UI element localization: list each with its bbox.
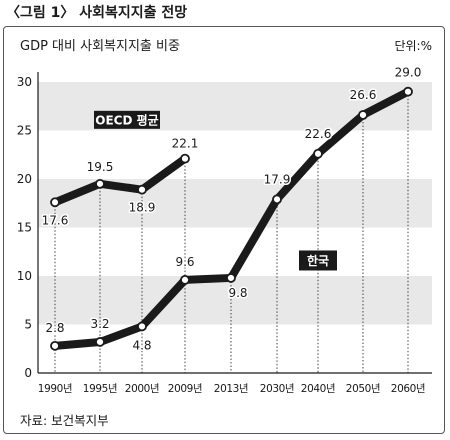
data-label: 29.0	[395, 66, 422, 80]
grid-band	[38, 276, 432, 325]
data-label: 4.8	[132, 338, 151, 352]
data-point	[50, 340, 60, 351]
x-tick-label: 2030년	[260, 383, 294, 395]
data-point	[95, 337, 105, 347]
series-label: 한국	[307, 253, 329, 268]
y-tick-label: 25	[17, 124, 32, 138]
data-label: 22.1	[172, 137, 199, 151]
data-point	[50, 197, 60, 208]
y-tick-label: 20	[17, 172, 32, 186]
x-tick-label: 1995년	[83, 383, 117, 395]
y-tick-label: 10	[17, 269, 32, 283]
data-label: 22.6	[305, 127, 332, 141]
data-label: 17.9	[264, 172, 291, 186]
data-label: 3.2	[90, 317, 109, 331]
x-tick-label: 2050년	[346, 383, 380, 395]
data-point	[313, 148, 323, 159]
data-point	[180, 274, 190, 285]
data-point	[272, 194, 282, 205]
source-note: 자료: 보건복지부	[20, 413, 109, 428]
data-point	[403, 86, 413, 97]
x-tick-label: 2009년	[168, 383, 202, 395]
data-point	[358, 110, 368, 120]
data-point	[226, 273, 236, 283]
data-label: 19.5	[87, 160, 114, 174]
data-point	[137, 321, 147, 332]
data-label: 9.8	[228, 286, 247, 300]
data-point	[180, 153, 190, 164]
data-label: 18.9	[129, 201, 156, 215]
data-point	[95, 178, 105, 189]
chart-title: GDP 대비 사회복지지출 비중	[20, 39, 180, 54]
data-label: 9.6	[175, 255, 194, 269]
y-tick-label: 5	[24, 318, 32, 332]
unit-label: 단위:%	[394, 39, 432, 53]
data-label: 17.6	[42, 213, 69, 227]
series-line	[51, 154, 189, 207]
x-tick-label: 2040년	[301, 383, 335, 395]
series-label: OECD 평균	[95, 113, 158, 127]
data-label: 2.8	[45, 321, 64, 335]
data-point	[137, 184, 147, 195]
y-tick-label: 30	[17, 75, 32, 89]
data-label: 26.6	[350, 88, 377, 102]
figure-title: 〈그림 1〉 사회복지지출 전망	[6, 5, 188, 21]
x-tick-label: 1990년	[38, 383, 72, 395]
x-tick-label: 2060년	[391, 383, 425, 395]
series-label-box	[94, 110, 160, 129]
series-label-box	[299, 250, 337, 271]
x-tick-label: 2013년	[214, 383, 248, 395]
y-tick-label: 15	[17, 221, 32, 235]
y-tick-label: 0	[24, 366, 32, 380]
x-tick-label: 2000년	[125, 383, 159, 395]
chart-frame	[3, 26, 445, 434]
